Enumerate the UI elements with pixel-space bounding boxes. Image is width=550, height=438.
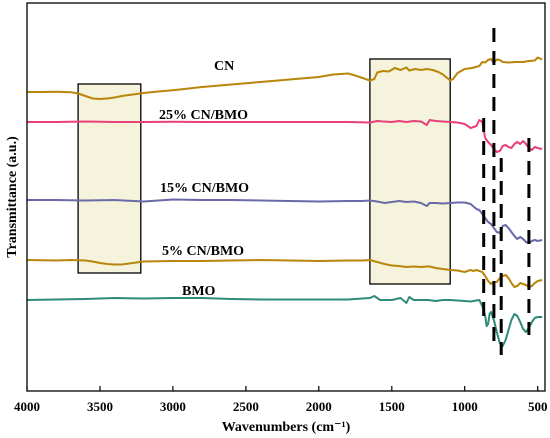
y-axis-title: Transmittance (a.u.) [5,136,20,258]
x-tick-label: 3500 [87,399,113,414]
series-line [27,198,543,244]
highlight-box [369,58,451,285]
series-label: 25% CN/BMO [159,108,248,123]
series-line [26,295,543,347]
series-label: 15% CN/BMO [160,181,249,196]
x-tick-label: 1000 [452,399,478,414]
marker-lines-layer [482,28,531,355]
series-label: CN [214,59,234,74]
x-tick-label: 2500 [233,399,259,414]
x-tick-label: 2000 [306,399,332,414]
series-line [27,119,543,153]
x-axis-title: Wavenumbers (cm⁻¹) [222,420,351,435]
x-ticks-layer: 4000 3500 3000 2500 2000 1500 1000 500 [14,386,547,414]
x-tick-label: 3000 [160,399,186,414]
series-labels-layer: CN 25% CN/BMO 15% CN/BMO 5% CN/BMO BMO [159,59,249,299]
x-tick-label: 500 [528,399,548,414]
series-label: 5% CN/BMO [162,244,244,259]
highlight-regions-layer [77,58,451,285]
x-tick-label: 1500 [379,399,405,414]
plot-frame [26,2,546,392]
series-label: BMO [182,284,216,299]
highlight-box [77,83,142,274]
series-line [26,259,543,288]
x-tick-label: 4000 [14,399,40,414]
